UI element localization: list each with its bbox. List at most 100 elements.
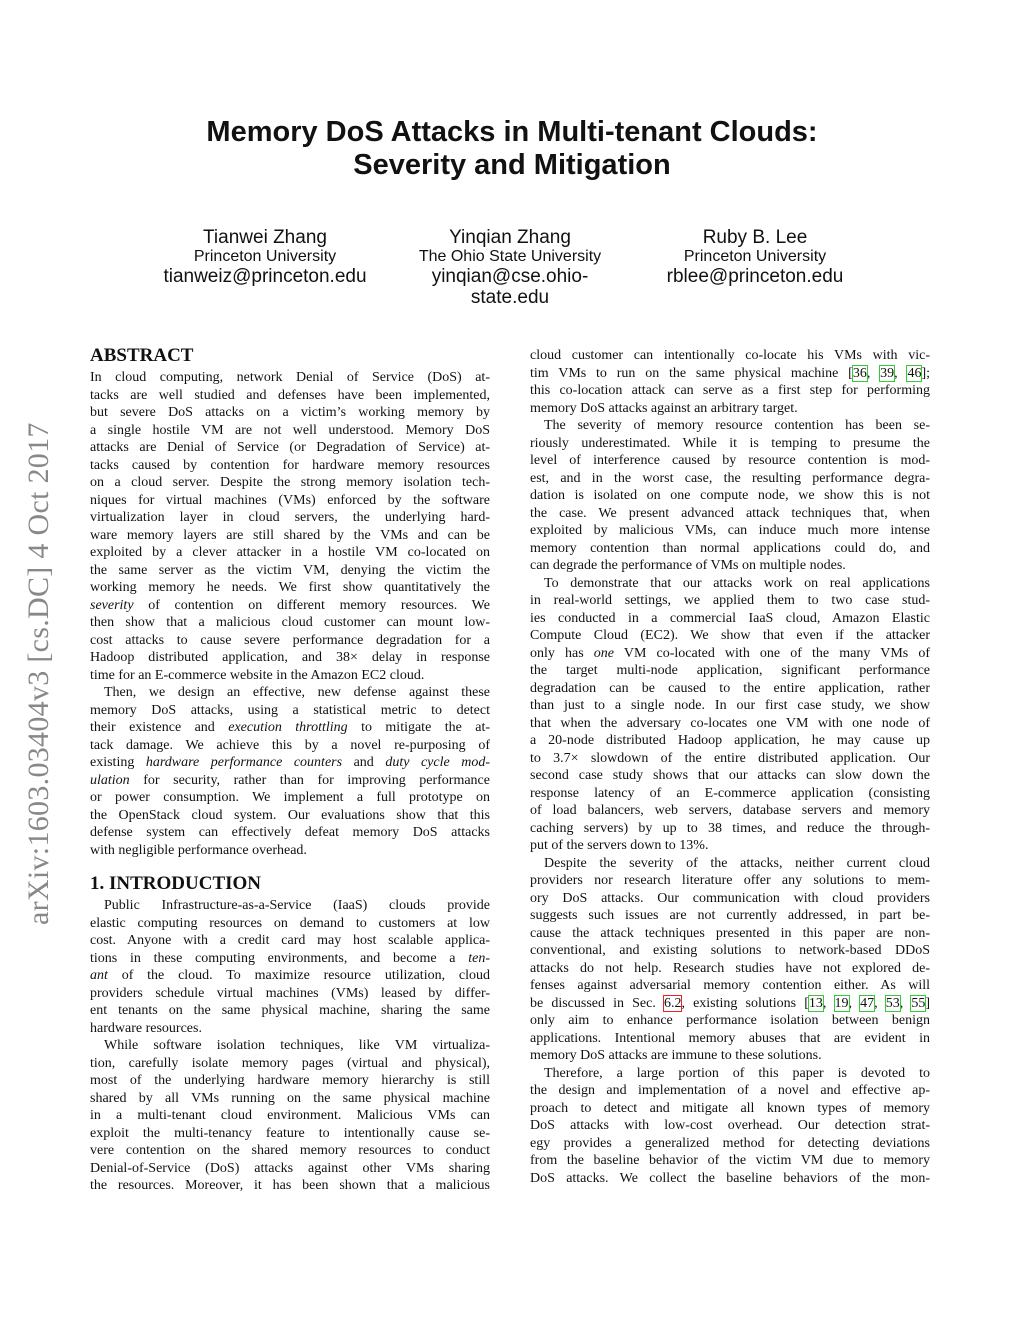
text-line: the target multi-node application, signi…: [530, 663, 930, 678]
text-line: est, and in the worst case, the resultin…: [530, 470, 930, 486]
text-line: exploited by malicious VMs, can induce m…: [530, 523, 930, 538]
text-line: DoS attacks with low-cost overhead. Our …: [530, 1118, 930, 1133]
paragraph: cloud customer can intentionally co-loca…: [530, 347, 930, 417]
text-line: ies conducted in a commercial IaaS cloud…: [530, 610, 930, 626]
section-reference-link[interactable]: 6.2: [662, 994, 683, 1012]
text-line: Public Infrastructure-as-a-Service (IaaS…: [104, 898, 490, 913]
text-line: exploit the multi-tenancy feature to int…: [90, 1125, 490, 1141]
text-line: the same server as the victim VM, denyin…: [90, 562, 490, 578]
author-affiliation: Princeton University: [683, 248, 827, 265]
text-line: ent tenants on the same physical machine…: [90, 1003, 490, 1018]
citation-link[interactable]: 53: [884, 994, 901, 1012]
emphasis: duty cycle mod-: [385, 755, 490, 770]
emphasis: ten-: [468, 950, 490, 966]
text-line: Hadoop distributed application, and 38× …: [90, 650, 490, 665]
author-email-cont: state.edu: [470, 287, 550, 308]
text-line: put of the servers down to 13%.: [530, 838, 709, 853]
citation-link[interactable]: 39: [879, 364, 896, 382]
text-line: can degrade the performance of VMs on mu…: [530, 558, 846, 573]
text-line: Therefore, a large portion of this paper…: [544, 1065, 930, 1081]
citation-link[interactable]: 19: [833, 994, 850, 1012]
text-line: to 3.7× slowdown of the entire distribut…: [530, 750, 930, 766]
text-line: shared by all VMs running on the same ph…: [90, 1090, 490, 1106]
text-line: ware memory layers are still shared by t…: [90, 527, 490, 543]
text-line: attacks do not help. Research studies ha…: [530, 960, 930, 976]
citation-link[interactable]: 46: [906, 364, 923, 382]
text-line: in real-world settings, we applied them …: [530, 593, 930, 608]
citation-link[interactable]: 47: [859, 994, 876, 1012]
left-column: ABSTRACT In cloud computing, network Deni…: [90, 343, 490, 1195]
paper-title-line-2: Severity and Mitigation: [353, 149, 671, 181]
section-heading: 1. INTRODUCTION: [90, 873, 262, 894]
text-line: cause the attack techniques presented in…: [530, 925, 930, 941]
text-line: be discussed in Sec. 6.2, existing solut…: [530, 994, 931, 1012]
author-block: Tianwei Zhang Princeton University tianw…: [135, 227, 395, 288]
paper-title-line-1: Memory DoS Attacks in Multi-tenant Cloud…: [206, 116, 818, 148]
emphasis: ulation: [90, 772, 130, 788]
paragraph: In cloud computing, network Denial of Se…: [90, 369, 490, 684]
text-line: only has one VM co-located with one of t…: [530, 645, 930, 661]
paragraph: Then, we design an effective, new defens…: [90, 684, 490, 859]
text-line: the design and implementation of a novel…: [530, 1083, 930, 1098]
text-line: proach to detect and mitigate all known …: [530, 1100, 930, 1116]
text-line: exploited by a clever attacker in a host…: [90, 545, 490, 560]
author-name: Ruby B. Lee: [702, 227, 808, 248]
text-line: second case study shows that our attacks…: [530, 768, 930, 783]
text-line: existing hardware performance counters a…: [90, 755, 490, 770]
text-line: conventional, and existing solutions to …: [530, 943, 930, 958]
text-line: DoS attacks. We collect the baseline beh…: [530, 1170, 930, 1186]
text-line: The severity of memory resource contenti…: [544, 418, 930, 433]
paragraph: Therefore, a large portion of this paper…: [530, 1065, 930, 1188]
right-column: cloud customer can intentionally co-loca…: [530, 347, 930, 1187]
text-line: with negligible performance overhead.: [90, 842, 307, 858]
text-line: on a cloud server. Despite the strong me…: [90, 475, 490, 490]
paragraph: To demonstrate that our attacks work on …: [530, 575, 930, 855]
paragraph: The severity of memory resource contenti…: [530, 417, 930, 575]
text-line: ant of the cloud. To maximize resource u…: [90, 968, 490, 983]
text-line: most of the underlying hardware memory h…: [90, 1073, 490, 1088]
text-line: that when the adversary co-locates one V…: [530, 715, 930, 731]
text-line: tacks caused by contention for hardware …: [90, 457, 490, 473]
text-line: Despite the severity of the attacks, nei…: [544, 855, 930, 871]
text-line: providers nor research literature offer …: [530, 873, 930, 888]
text-line: then show that a malicious cloud custome…: [90, 615, 490, 630]
text-line: tions in these computing environments, a…: [90, 950, 490, 966]
author-name: Yinqian Zhang: [449, 227, 571, 248]
text-line: than just to a single node. In our first…: [530, 698, 930, 713]
text-line: In cloud computing, network Denial of Se…: [90, 370, 490, 385]
text-line: tack damage. We achieve this by a novel …: [90, 737, 490, 753]
text-line: but severe DoS attacks on a victim’s wor…: [90, 405, 490, 420]
text-line: only aim to enhance performance isolatio…: [530, 1013, 930, 1028]
text-line: working memory he needs. We first show q…: [90, 580, 490, 595]
text-line: response latency of an E-commerce applic…: [530, 785, 930, 801]
text-line: the OpenStack cloud system. Our evaluati…: [90, 807, 490, 823]
author-block: Yinqian Zhang The Ohio State University …: [380, 227, 640, 309]
text-line: defense system can effectively defeat me…: [90, 825, 490, 840]
text-line: hardware resources.: [90, 1020, 202, 1036]
paragraph: Public Infrastructure-as-a-Service (IaaS…: [90, 897, 490, 1037]
citation-link[interactable]: 13: [807, 994, 824, 1012]
paragraph: Despite the severity of the attacks, nei…: [530, 855, 930, 1065]
text-line: caching servers) by up to 38 times, and …: [530, 820, 930, 836]
text-line: degradation can be caused to the entire …: [530, 680, 930, 696]
text-line: their existence and execution throttling…: [90, 720, 491, 735]
text-line: of load balancers, web servers, database…: [530, 803, 930, 818]
citation-link[interactable]: 36: [851, 364, 868, 382]
emphasis: one: [593, 645, 614, 661]
text-line: the case. We present advanced attack tec…: [530, 505, 930, 521]
text-line: severity of contention on different memo…: [90, 597, 490, 613]
text-line: While software isolation techniques, lik…: [104, 1038, 490, 1053]
author-name: Tianwei Zhang: [203, 227, 327, 248]
text-line: cost. Anyone with a credit card may host…: [90, 933, 490, 948]
text-line: Compute Cloud (EC2). We show that even i…: [530, 628, 930, 643]
text-line: ory DoS attacks. Our communication with …: [530, 890, 930, 906]
text-line: ulation for security, rather than for im…: [90, 772, 490, 788]
text-line: in a multi-tenant cloud environment. Mal…: [90, 1108, 490, 1123]
author-affiliation: Princeton University: [193, 248, 337, 265]
text-line: time for an E-commerce website in the Am…: [90, 667, 425, 683]
text-line: Then, we design an effective, new defens…: [104, 685, 490, 700]
text-line: suggests such issues are not currently a…: [530, 908, 930, 923]
emphasis: hardware performance counters: [145, 755, 343, 770]
text-line: Denial-of-Service (DoS) attacks against …: [90, 1160, 490, 1176]
citation-link[interactable]: 55: [910, 994, 927, 1012]
